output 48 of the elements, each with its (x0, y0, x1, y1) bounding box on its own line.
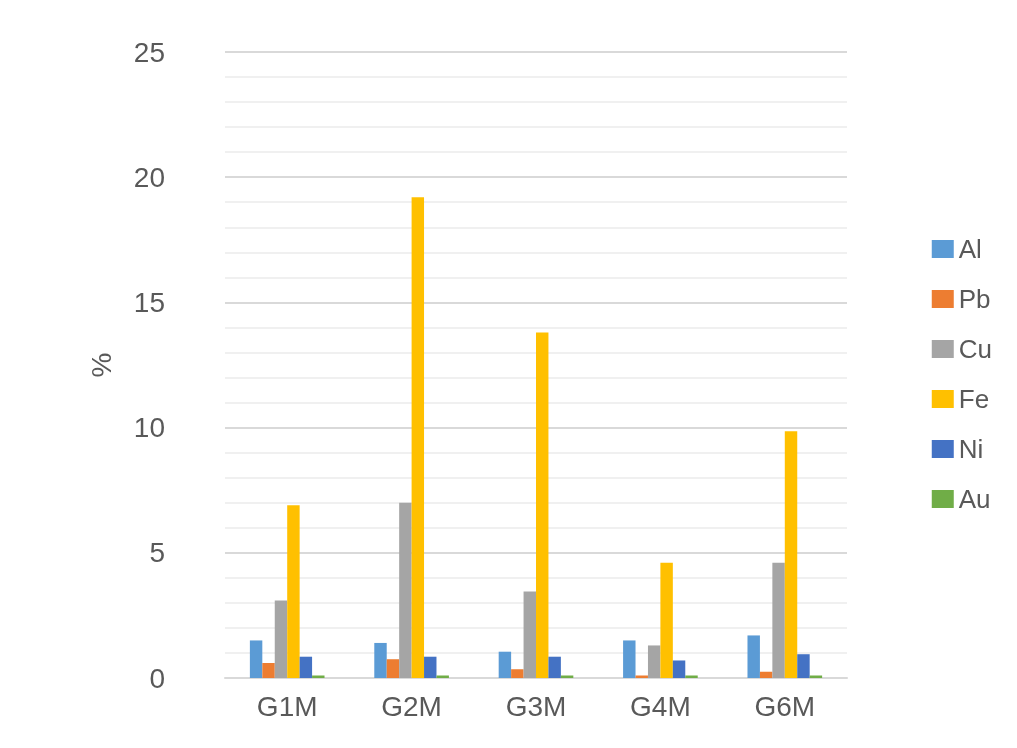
bar (685, 675, 698, 678)
y-tick-label: 25 (133, 36, 165, 68)
bar (548, 656, 561, 678)
bar (660, 562, 673, 678)
bar (436, 675, 449, 678)
legend-label: Fe (958, 384, 990, 414)
bar (262, 662, 275, 678)
bar (747, 635, 760, 678)
bar (635, 675, 648, 678)
legend-label: Al (958, 234, 982, 264)
y-tick-label: 10 (133, 412, 165, 444)
y-tick-label: 5 (149, 537, 165, 569)
bar (772, 562, 785, 678)
bar (672, 660, 686, 678)
bar (784, 431, 798, 678)
bar (424, 656, 437, 678)
bar (249, 640, 263, 678)
bar (299, 656, 313, 678)
bar (411, 197, 425, 678)
y-tick-label: 15 (133, 286, 165, 318)
x-tick-label: G2M (381, 690, 442, 722)
legend-label: Cu (958, 334, 993, 364)
bar (287, 505, 300, 678)
x-tick-label: G6M (754, 690, 816, 722)
bar (498, 651, 512, 678)
y-axis-title: % (85, 352, 117, 378)
legend-label: Au (958, 484, 991, 514)
y-tick-label: 20 (133, 161, 165, 193)
bar (623, 640, 636, 678)
bar (647, 645, 661, 678)
bar (399, 502, 412, 678)
x-tick-label: G1M (256, 690, 318, 722)
bar (374, 642, 387, 678)
x-tick-label: G3M (505, 690, 567, 722)
bar (386, 659, 400, 678)
bar (511, 669, 524, 678)
y-tick-label: 0 (149, 662, 165, 694)
x-tick-label: G4M (630, 690, 691, 722)
bar (523, 591, 536, 678)
bar (274, 600, 288, 678)
legend-label: Pb (958, 284, 991, 314)
bar (312, 675, 325, 678)
legend-label: Ni (958, 434, 984, 464)
bar (560, 675, 574, 678)
bar (536, 332, 549, 678)
bar (797, 654, 810, 678)
bar (809, 675, 823, 678)
bar (759, 671, 773, 678)
